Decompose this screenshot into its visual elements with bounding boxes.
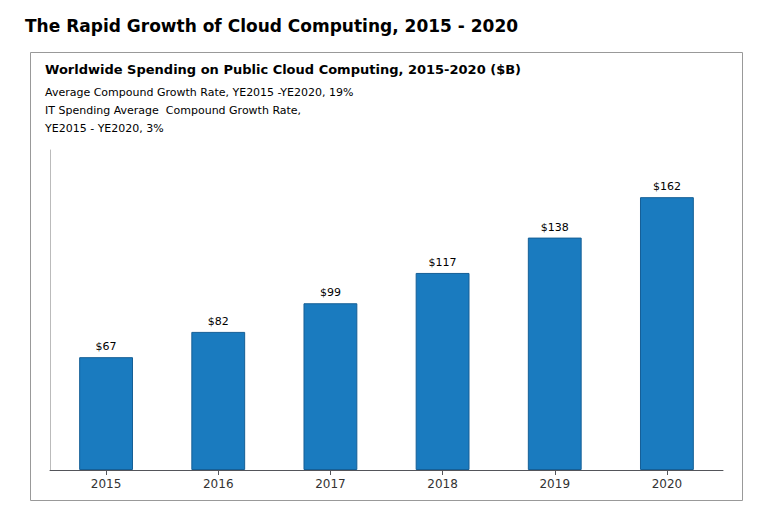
svg-text:2018: 2018 <box>427 477 458 491</box>
svg-text:IT Spending Average Compound: IT Spending Average Compound Growth Rate… <box>45 104 301 117</box>
svg-text:Average Compound Growth Rate,: Average Compound Growth Rate, YE2015 -YE… <box>45 86 353 99</box>
svg-text:2015: 2015 <box>91 477 122 491</box>
svg-text:YE2015 - YE2020, 3%: YE2015 - YE2020, 3% <box>44 122 164 135</box>
svg-text:$67: $67 <box>96 340 117 353</box>
svg-text:$117: $117 <box>429 256 457 269</box>
svg-text:$82: $82 <box>208 315 229 328</box>
svg-text:$138: $138 <box>541 221 569 234</box>
svg-text:2020: 2020 <box>652 477 683 491</box>
svg-text:$99: $99 <box>320 286 341 299</box>
svg-text:$162: $162 <box>653 180 681 193</box>
svg-text:2017: 2017 <box>315 477 346 491</box>
svg-text:2019: 2019 <box>539 477 570 491</box>
svg-text:The Rapid Growth of Cloud Comp: The Rapid Growth of Cloud Computing, 201… <box>25 16 518 36</box>
svg-text:2016: 2016 <box>203 477 234 491</box>
svg-text:Worldwide Spending on Public C: Worldwide Spending on Public Cloud Compu… <box>45 62 521 77</box>
